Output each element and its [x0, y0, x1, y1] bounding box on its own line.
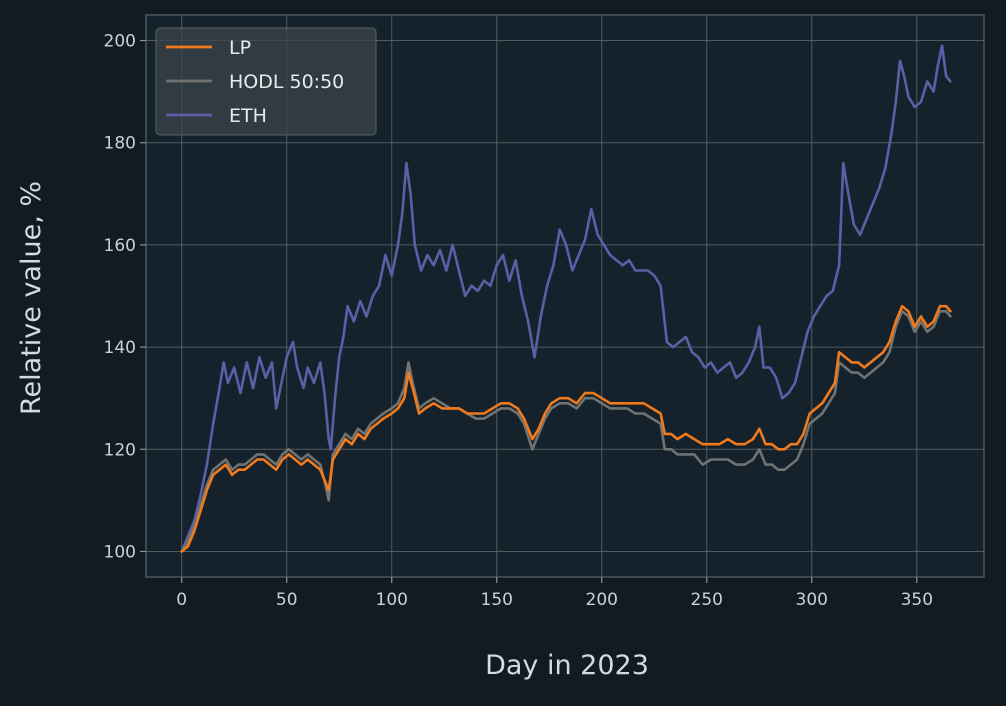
- y-tick-label: 120: [104, 440, 136, 460]
- series-line-lp: [180, 304, 952, 553]
- series-line-eth: [180, 44, 952, 553]
- y-tick-label: 200: [104, 32, 136, 52]
- axis-ticks: 0 50 100 150 200 250 300 350 100 120 140 160 180 200: [104, 32, 933, 610]
- x-tick-label: 300: [796, 590, 828, 610]
- y-axis-label: Relative value, %: [16, 181, 47, 415]
- legend-box: [155, 27, 377, 136]
- y-tick-label: 180: [104, 134, 136, 154]
- y-tick-label: 160: [104, 236, 136, 256]
- x-tick-label: 50: [276, 590, 298, 610]
- x-tick-label: 350: [901, 590, 933, 610]
- legend-label-hodl-50-50: HODL 50:50: [229, 71, 344, 93]
- legend-label-eth: ETH: [229, 105, 267, 127]
- x-tick-label: 150: [481, 590, 513, 610]
- legend-label-lp: LP: [229, 37, 251, 59]
- series-line-hodl-50-50: [180, 310, 952, 553]
- x-tick-label: 0: [176, 590, 187, 610]
- legend: LP HODL 50:50 ETH: [155, 27, 377, 136]
- y-tick-label: 140: [104, 338, 136, 358]
- x-tick-label: 200: [586, 590, 618, 610]
- x-tick-label: 100: [376, 590, 408, 610]
- y-tick-label: 100: [104, 542, 136, 562]
- legend-entries: LP HODL 50:50 ETH: [166, 37, 344, 127]
- series-lines: [180, 44, 952, 553]
- x-tick-label: 250: [691, 590, 723, 610]
- x-axis-label: Day in 2023: [485, 650, 649, 681]
